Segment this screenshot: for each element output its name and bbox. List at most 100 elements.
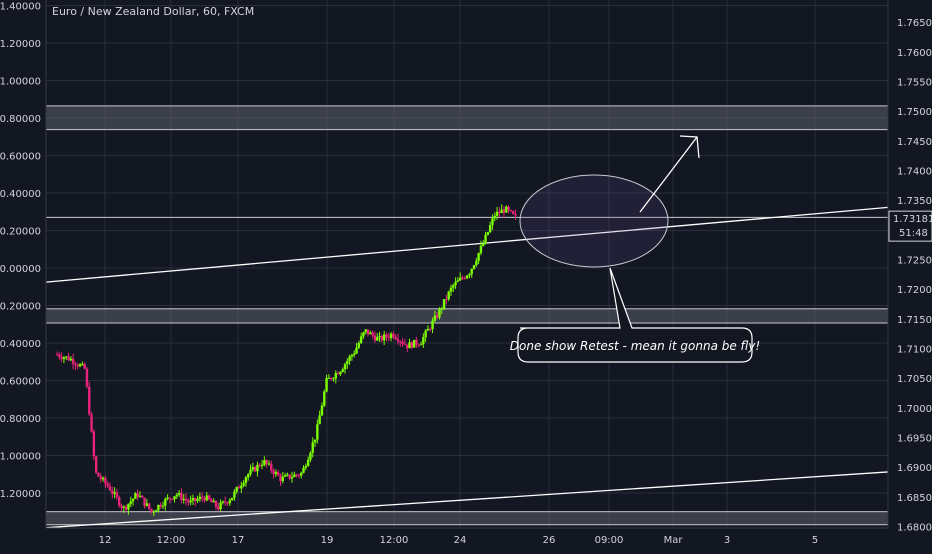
candle-body [514,213,517,216]
candle-body [85,368,89,387]
candle-body [94,456,98,473]
candle-body [115,492,119,498]
candle-body [217,506,220,510]
candle-body [164,498,167,506]
candle-body [55,354,59,356]
candle-body [249,469,252,475]
candle-body [396,338,400,342]
candle-body [343,364,347,370]
candle-body [357,342,361,348]
left-axis-tick-label: 1.00000 [0,77,41,88]
candle-body [306,459,310,467]
left-axis-tick-label: 0.00000 [0,264,41,275]
candle-body [316,424,319,440]
candle-body [256,464,259,472]
x-axis-tick-label: 24 [454,535,467,546]
candle-body [272,470,275,475]
candle-body [267,463,271,465]
candle-body [281,476,284,482]
candle-body [286,474,289,476]
candle-body [260,464,264,467]
candle-body [366,329,370,335]
candle-body [468,274,471,276]
x-axis-tick-label: 19 [321,535,334,546]
candle-body [380,336,384,341]
left-axis-tick-label: -0.80000 [0,414,41,425]
chart-title: Euro / New Zealand Dollar, 60, FXCM [52,5,254,18]
candle-body [410,342,414,348]
right-axis-tick-label: 1.72000 [897,285,932,296]
candle-body [65,356,68,358]
candle-body [283,475,287,477]
candle-body [290,477,294,479]
candle-body [445,299,448,301]
candle-body [412,339,416,348]
candle-body [210,499,213,503]
candle-body [329,377,333,380]
candle-body [463,277,467,279]
x-axis-tick-label: 12:00 [157,535,186,546]
candle-body [311,442,314,453]
right-axis-tick-label: 1.74500 [897,137,932,148]
left-axis-tick-label: -1.20000 [0,489,41,500]
left-axis-tick-label: -0.20000 [0,302,41,313]
candle-body [362,332,365,337]
right-axis-tick-label: 1.70000 [897,404,932,415]
candle-body [401,341,404,344]
candle-body [74,363,77,366]
candle-body [276,472,280,476]
candle-body [459,277,462,281]
candle-body [406,344,409,349]
candle-body [456,280,460,282]
candle-body [200,496,204,499]
candle-body [147,503,151,509]
candle-body [129,501,132,504]
candle-body [424,330,427,338]
candle-body [180,492,183,501]
candle-body [134,493,137,499]
trendlines [45,206,889,529]
candle-body [387,337,390,339]
candle-body [482,243,485,246]
candle-body [394,336,397,339]
candle-body [511,211,515,214]
candle-body [426,328,430,331]
candle-body [475,260,478,266]
candle-body [348,356,351,361]
candle-body [143,497,146,506]
candle-body [184,498,188,501]
candle-body [332,378,335,380]
right-axis-tick-label: 1.72500 [897,256,932,267]
candle-body [71,358,75,364]
candle-body [69,358,73,361]
candle-body [433,315,437,321]
candle-body [484,234,487,244]
grid [46,0,888,528]
candle-body [336,373,340,375]
candle-body [173,496,176,500]
support-resistance-zone [45,511,889,526]
candle-body [371,332,374,336]
callout-text: Done show Retest - mean it gonna be fly! [510,339,760,353]
candle-body [373,335,377,341]
candle-body [382,334,386,341]
candle-body [309,452,312,460]
candle-body [196,499,199,501]
candle-body [385,334,388,338]
candle-body [127,503,130,510]
candle-body [240,485,243,489]
candle-body [274,472,278,475]
right-axis-tick-label: 1.71500 [897,315,932,326]
candle-body [505,206,508,213]
candle-body [304,466,308,468]
candle-body [88,386,91,415]
left-axis-tick-label: 0.60000 [0,152,41,163]
right-axis-tick-label: 1.75500 [897,78,932,89]
candle-body [359,336,363,343]
candle-body [138,495,142,497]
candle-body [297,474,301,476]
candle-body [477,253,480,261]
left-axis-tick-label: 0.40000 [0,189,41,200]
